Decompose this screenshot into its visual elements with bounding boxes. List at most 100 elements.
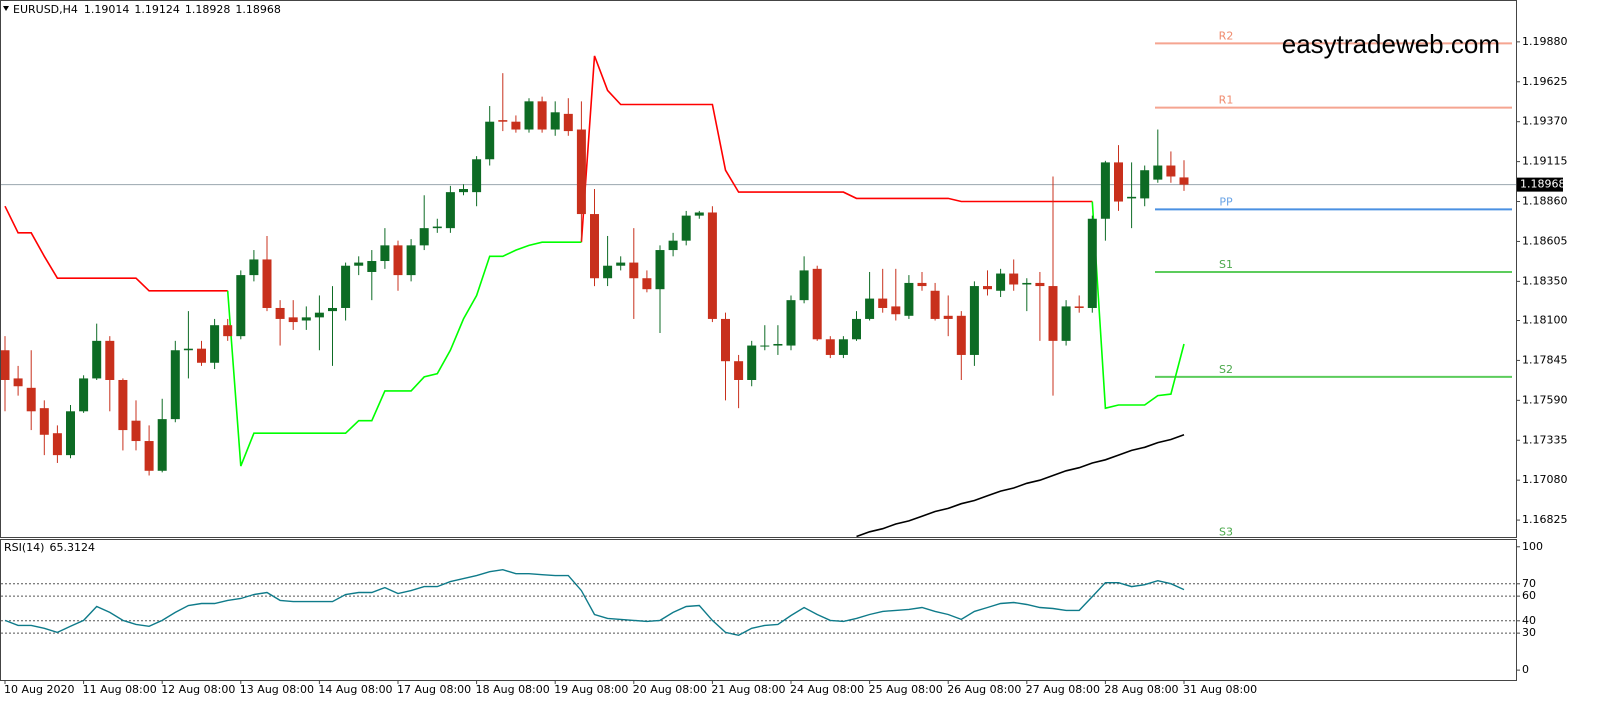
candle-body — [1127, 196, 1137, 199]
candle-body — [472, 159, 482, 193]
candle-body — [1100, 162, 1110, 219]
candle-body — [707, 212, 717, 319]
candle-body — [773, 343, 783, 346]
candle-body — [511, 121, 521, 130]
candle-body — [969, 286, 979, 355]
y-tick-label: 1.17845 — [1522, 353, 1568, 366]
chart-title: EURUSD,H4 — [13, 3, 78, 16]
x-tick-label: 19 Aug 08:00 — [554, 683, 628, 696]
candle-body — [642, 278, 652, 290]
candle-body — [681, 215, 691, 241]
candle-body — [223, 325, 233, 337]
candle-body — [131, 420, 141, 442]
candle-body — [52, 433, 62, 456]
candle-body — [865, 298, 875, 319]
candle-body — [721, 318, 730, 362]
rsi-header: RSI(14) 65.3124 — [4, 541, 95, 554]
candle-body — [930, 290, 940, 319]
candle-body — [563, 113, 573, 132]
candle-body — [1166, 165, 1176, 177]
candle-body — [996, 273, 1006, 291]
rsi-last: 65.3124 — [49, 541, 95, 554]
candle-body — [904, 282, 914, 316]
candle-body — [1153, 165, 1163, 180]
pivot-label: S3 — [1219, 526, 1233, 539]
ohlc-low: 1.18928 — [185, 3, 231, 16]
candle-body — [197, 348, 206, 363]
candle-body — [668, 240, 678, 251]
x-tick-label: 14 Aug 08:00 — [318, 683, 392, 696]
candle-body — [105, 340, 115, 380]
candle-body — [616, 262, 626, 266]
candle-body — [878, 298, 888, 308]
x-tick-label: 12 Aug 08:00 — [161, 683, 235, 696]
menu-arrow[interactable] — [3, 6, 9, 11]
candle-body — [39, 408, 49, 435]
x-tick-label: 28 Aug 08:00 — [1104, 683, 1178, 696]
rsi-tick-label: 100 — [1522, 540, 1543, 553]
candle-body — [786, 300, 796, 346]
x-tick-label: 11 Aug 08:00 — [83, 683, 157, 696]
candle-body — [694, 212, 704, 216]
candle-body — [1009, 273, 1019, 285]
candle-body — [1061, 306, 1071, 341]
candle-body — [1114, 162, 1123, 202]
candle-body — [13, 378, 23, 387]
candle-body — [275, 307, 285, 319]
y-tick-label: 1.17335 — [1522, 433, 1568, 446]
candle-body — [262, 259, 272, 308]
y-tick-label: 1.18100 — [1522, 314, 1568, 327]
rsi-plot — [1, 568, 1516, 637]
x-tick-label: 26 Aug 08:00 — [947, 683, 1021, 696]
candle-body — [590, 214, 599, 279]
ohlc-high: 1.19124 — [134, 3, 180, 16]
candle-body — [943, 315, 953, 319]
x-tick-label: 10 Aug 2020 — [4, 683, 74, 696]
indicator-line — [4, 55, 1093, 292]
candle-body — [825, 339, 835, 355]
y-tick-label: 1.17080 — [1522, 473, 1568, 486]
candle-body — [629, 262, 639, 279]
candle-body — [314, 312, 324, 318]
candle-body — [1087, 218, 1097, 308]
candle-body — [852, 318, 861, 340]
x-tick-label: 27 Aug 08:00 — [1026, 683, 1100, 696]
candle-body — [838, 339, 848, 355]
candle-body — [380, 245, 390, 262]
candle-body — [524, 101, 534, 130]
rsi-tick-label: 70 — [1522, 577, 1536, 590]
candle-body — [406, 245, 416, 276]
candle-body — [92, 340, 102, 379]
candle-body — [144, 441, 154, 471]
candle-body — [170, 350, 180, 420]
candle-body — [367, 261, 377, 272]
candle-body — [445, 192, 455, 229]
candle-body — [341, 265, 351, 308]
candle-body — [249, 259, 259, 276]
price-tag-label: 1.18968 — [1520, 178, 1566, 191]
ohlc-close: 1.18968 — [235, 3, 281, 16]
y-tick-label: 1.18350 — [1522, 274, 1568, 287]
rsi-line — [4, 568, 1185, 637]
candle-body — [236, 275, 246, 337]
y-tick-label: 1.18860 — [1522, 195, 1568, 208]
candle-body — [157, 419, 167, 471]
candle-body — [576, 129, 586, 215]
ohlc-open: 1.19014 — [84, 3, 130, 16]
candle-body — [432, 226, 442, 229]
indicator-line — [856, 434, 1185, 537]
candle-body — [1, 350, 10, 380]
x-tick-label: 31 Aug 08:00 — [1183, 683, 1257, 696]
candle-body — [419, 228, 429, 246]
rsi-tick-label: 0 — [1522, 663, 1529, 676]
candle-body — [79, 378, 89, 412]
y-tick-label: 1.19370 — [1522, 115, 1568, 128]
indicator-line — [226, 201, 1185, 467]
candle-body — [301, 317, 311, 321]
rsi-tick-label: 60 — [1522, 589, 1536, 602]
candle-body — [1048, 286, 1058, 341]
x-tick-label: 20 Aug 08:00 — [633, 683, 707, 696]
candle-body — [1022, 282, 1032, 285]
axes: 1.19880 1.19625 1.19370 1.19115 1.18860 1.186… — [4, 35, 1568, 696]
y-tick-label: 1.17590 — [1522, 393, 1568, 406]
